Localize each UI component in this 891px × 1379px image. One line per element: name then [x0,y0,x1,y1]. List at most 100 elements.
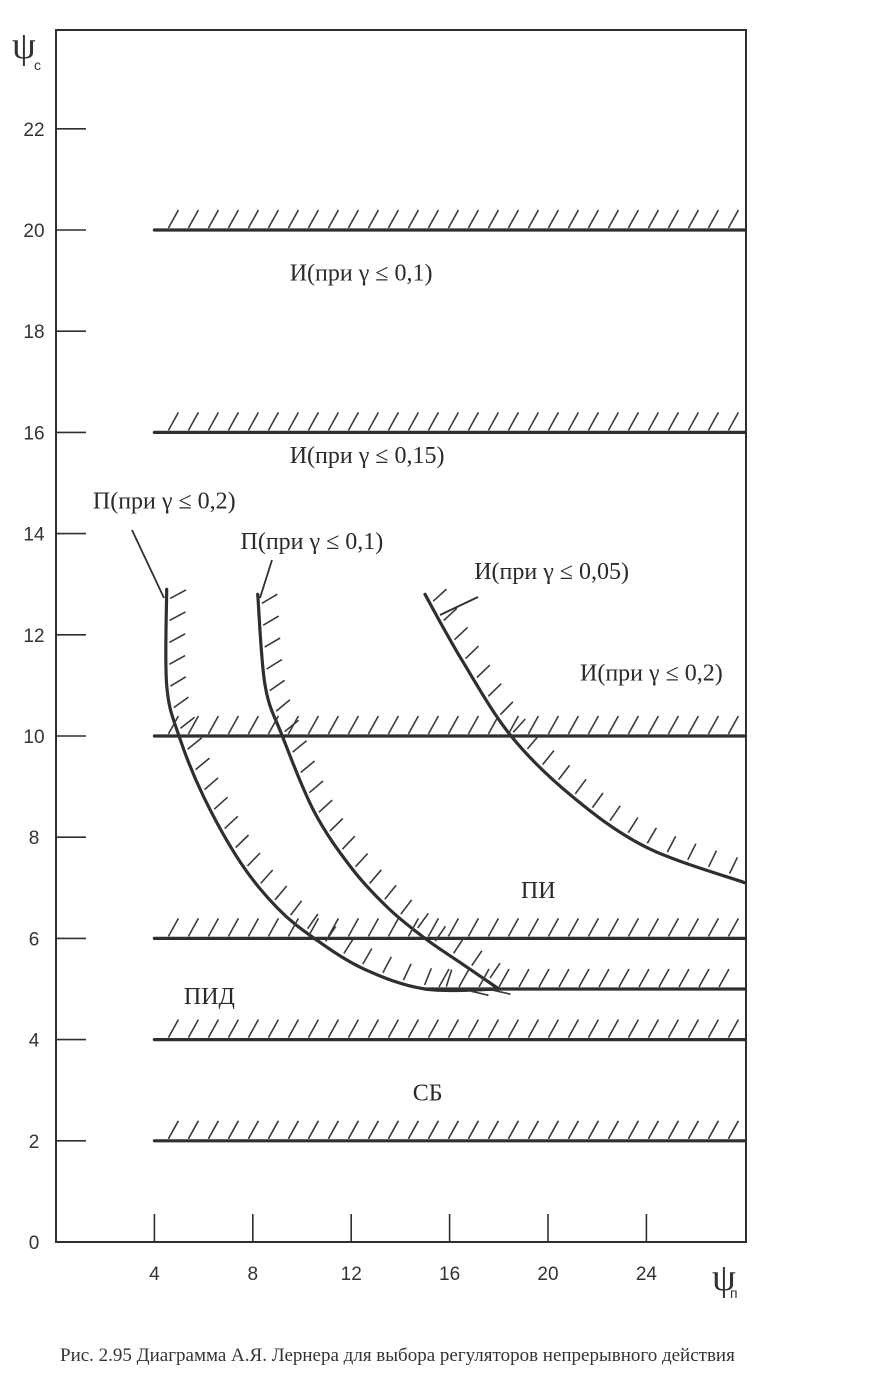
y-axis-title: ψ с [12,25,41,73]
hatch-h20 [187,209,200,229]
hatch-h4 [287,1019,300,1038]
hatch-h10 [447,715,460,735]
hatch-p02 [246,852,261,867]
hatch-h16 [727,412,740,431]
hatch-h16 [387,412,400,431]
hatch-p01 [318,799,333,813]
hatch-p01 [384,884,397,900]
hatch-p01 [400,899,413,915]
hatch-h10 [527,715,540,735]
hatch-h6 [187,918,200,937]
hatch-p01 [284,719,300,733]
hatch-h4 [487,1019,500,1038]
hatch-h6 [367,918,380,937]
hatch-p01 [266,658,283,670]
hatch-h10 [727,715,740,735]
hatch-h20 [167,209,180,229]
hatch-h20 [447,209,460,229]
x-axis-ticks: 4 8 12 16 20 24 [149,1214,657,1285]
hatch-h20 [467,209,480,229]
hatch-h6 [307,918,320,937]
hatch-h2 [427,1120,440,1140]
hatch-h10 [267,715,280,735]
hatch-i005 [687,843,697,861]
region-label: И(при γ ≤ 0,05) [474,559,629,585]
hatch-p02 [173,696,189,709]
hatch-p02 [445,969,453,987]
hatch-h5 [478,968,490,988]
y-tick-label: 12 [23,626,44,647]
hatch-h10 [407,715,420,735]
hatch-p02 [382,956,393,974]
hatch-h10 [347,715,360,735]
hatch-i005 [526,734,540,750]
hatch-h20 [507,209,520,229]
hatch-i005 [432,588,448,602]
region-label: П(при γ ≤ 0,2) [93,488,236,514]
hatch-h16 [287,412,300,431]
hatch-p01 [269,679,286,692]
hatch-h16 [707,412,720,431]
hatch-h6 [207,918,220,937]
y-tick-label: 4 [29,1031,40,1052]
hatch-h20 [647,209,660,229]
hatch-h16 [427,412,440,431]
hatch-i005 [574,778,587,795]
hatch-h10 [507,715,520,735]
hatch-i005 [453,626,469,641]
x-tick-label: 24 [636,1264,658,1285]
hatch-h6 [447,918,460,937]
hatch-h16 [207,412,220,431]
hatch-p01 [417,912,429,929]
hatch-h20 [567,209,580,229]
hatch-h10 [427,715,440,735]
hatch-h10 [547,715,560,735]
hatch-h2 [547,1120,560,1140]
hatch-h10 [307,715,320,735]
hatch-h10 [327,715,340,735]
y-axis-subscript: с [34,57,41,73]
hatch-h2 [267,1120,280,1140]
hatch-h20 [587,209,600,229]
hatch-h20 [707,209,720,229]
hatch-h4 [687,1019,700,1038]
hatch-h5 [458,968,470,988]
hatch-h20 [307,209,320,229]
hatch-h4 [227,1019,240,1038]
hatch-h6 [687,918,700,937]
hatch-i005 [557,764,571,781]
hatch-i005 [443,607,458,622]
hatch-h6 [487,918,500,937]
boundary-p02 [164,587,501,993]
hatch-h6 [627,918,640,937]
hatch-h20 [527,209,540,229]
hatch-i005 [476,664,491,679]
hatch-i005 [499,701,514,716]
hatch-h5 [538,968,550,988]
hatch-p01 [452,937,465,954]
hatch-p02 [260,869,274,884]
hatch-h4 [647,1019,660,1038]
hatch-p01 [275,699,291,712]
y-tick-label: 20 [23,221,44,242]
hatch-h6 [547,918,560,937]
region-labels: И(при γ ≤ 0,1) И(при γ ≤ 0,15) П(при γ ≤ 0… [93,261,723,1107]
hatch-h16 [187,412,200,431]
hatch-h6 [467,918,480,937]
hatch-h6 [527,918,540,937]
hatch-h6 [567,918,580,937]
hatch-h10 [187,715,200,735]
hatch-h10 [607,715,620,735]
hatch-p01 [471,950,483,967]
hatch-p02 [343,937,355,954]
hatch-p02 [169,589,187,600]
hatch-p02 [169,611,186,622]
hatch-h6 [707,918,720,937]
hatch-h20 [547,209,560,229]
hatch-h4 [247,1019,260,1038]
x-tick-label: 4 [149,1264,160,1285]
hatch-h6 [587,918,600,937]
region-label: И(при γ ≤ 0,2) [580,660,723,686]
hatch-h4 [267,1019,280,1038]
